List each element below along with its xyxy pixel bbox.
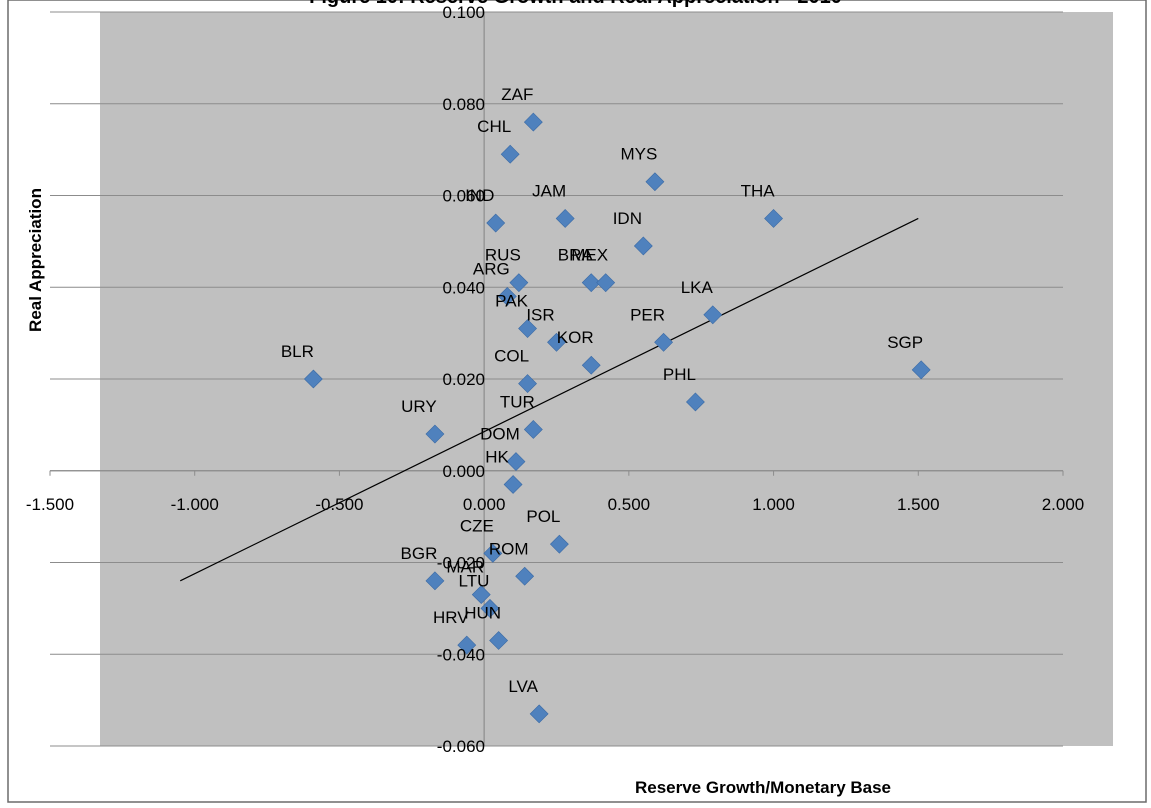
data-point-hun <box>489 631 509 650</box>
trendline <box>179 217 919 582</box>
point-label-col: COL <box>494 347 529 366</box>
data-point-per <box>654 332 674 352</box>
point-label-idn: IDN <box>613 209 642 228</box>
point-label-cze: CZE <box>460 516 494 535</box>
x-tick-label: 2.000 <box>1042 495 1085 514</box>
data-point-dom <box>506 452 526 471</box>
data-point-ury <box>425 424 445 444</box>
point-label-kor: KOR <box>557 328 594 347</box>
tick-labels: -0.060 -0.040 -0.020 0.000 0.020 0.040 0.060 0.… <box>26 3 1084 756</box>
data-point-hrv <box>457 635 477 655</box>
point-label-rus: RUS <box>485 246 521 265</box>
point-label-tur: TUR <box>500 392 535 411</box>
data-point-col <box>518 374 537 394</box>
point-label-dom: DOM <box>480 425 520 444</box>
point-label-phl: PHL <box>663 365 696 384</box>
data-point-arg <box>497 287 517 306</box>
data-point-isr <box>547 332 566 352</box>
x-tick-label: -1.000 <box>171 495 219 514</box>
y-tick-label: 0.080 <box>442 95 485 114</box>
data-point-lka <box>703 305 723 325</box>
y-tick-label: 0.100 <box>442 3 485 22</box>
y-tick-label: -0.020 <box>437 554 485 573</box>
point-label-isr: ISR <box>526 305 554 324</box>
data-point-bgr <box>425 571 445 591</box>
data-point-chl <box>500 144 520 164</box>
x-tick-label: 0.000 <box>463 495 506 514</box>
data-point-cze <box>483 543 503 563</box>
x-tick-label: 1.000 <box>752 495 795 514</box>
point-label-lva: LVA <box>508 677 538 696</box>
point-label-mar: MAR <box>446 558 484 577</box>
data-point-idn <box>633 236 653 256</box>
y-tick-label: 0.020 <box>442 370 485 389</box>
x-tick-label: -1.500 <box>26 495 74 514</box>
point-label-ury: URY <box>401 397 437 416</box>
point-label-mys: MYS <box>620 145 657 164</box>
data-point-jam <box>555 209 575 228</box>
point-label-hrv: HRV <box>433 608 469 627</box>
y-tick-label: -0.060 <box>437 737 485 756</box>
y-tick-label: -0.040 <box>437 645 485 664</box>
data-point-sgp <box>911 360 931 380</box>
data-point-ind <box>486 213 506 233</box>
point-label-hk: HK <box>485 448 509 467</box>
x-tick-label: 1.500 <box>897 495 940 514</box>
point-label-pak: PAK <box>495 292 528 311</box>
data-point-hk <box>503 475 523 494</box>
data-point-kor <box>581 355 601 375</box>
data-point-bra <box>581 273 601 293</box>
point-label-blr: BLR <box>281 342 314 361</box>
data-point-ltu <box>480 598 500 618</box>
data-point-rus <box>509 273 529 293</box>
point-label-pol: POL <box>526 507 560 526</box>
point-label-bra: BRA <box>558 246 594 265</box>
y-tick-label: 0.060 <box>442 187 485 206</box>
axes <box>49 12 1064 746</box>
y-axis-label: Real Appreciation <box>26 188 45 332</box>
data-points <box>303 112 931 724</box>
x-tick-label: 0.500 <box>608 495 651 514</box>
data-point-lva <box>529 704 549 724</box>
point-label-arg: ARG <box>473 259 510 278</box>
data-point-mar <box>471 585 491 605</box>
trendline-path <box>179 217 919 582</box>
point-label-jam: JAM <box>532 181 566 200</box>
x-axis-label: Reserve Growth/Monetary Base <box>634 778 892 797</box>
point-label-bgr: BGR <box>401 544 438 563</box>
point-label-tha: THA <box>741 181 776 200</box>
data-point-tha <box>764 209 783 228</box>
point-label-per: PER <box>630 305 665 324</box>
data-point-rom <box>515 566 535 586</box>
data-point-blr <box>303 369 323 389</box>
point-label-rom: ROM <box>489 539 529 558</box>
point-label-lka: LKA <box>681 278 714 297</box>
data-point-tur <box>523 420 543 439</box>
point-label-zaf: ZAF <box>501 85 533 104</box>
point-label-mex: MEX <box>571 246 608 265</box>
data-point-pak <box>518 319 537 338</box>
point-label-hun: HUN <box>464 603 501 622</box>
data-point-phl <box>686 392 705 412</box>
point-label-ltu: LTU <box>459 571 490 590</box>
point-label-ind: IND <box>465 186 494 205</box>
y-tick-label: 0.040 <box>442 278 485 297</box>
data-point-mys <box>645 172 665 192</box>
point-label-sgp: SGP <box>887 333 923 352</box>
chart-title: Figure 10: Reserve Growth and Real Appre… <box>0 0 1151 9</box>
data-point-mex <box>596 273 616 293</box>
data-point-zaf <box>523 112 543 132</box>
data-point-pol <box>549 534 569 554</box>
point-label-chl: CHL <box>477 117 511 136</box>
x-tick-label: -0.500 <box>315 495 363 514</box>
y-tick-label: 0.000 <box>442 462 485 481</box>
